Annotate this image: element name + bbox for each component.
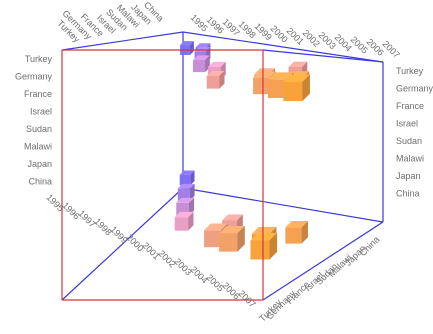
cube-front-face [204, 230, 221, 248]
tick-label-right-country: Japan [396, 171, 421, 181]
cube-side-face [301, 220, 309, 244]
cube-mark [193, 55, 210, 73]
cube-mark [206, 70, 225, 89]
cube-front-face [206, 75, 220, 89]
tick-label-right-country: Germany [396, 84, 433, 94]
cube-front-face [267, 79, 287, 98]
cube-top-face [267, 72, 294, 80]
cube-front-face [177, 188, 190, 201]
tick-label-left-country: Israel [30, 107, 52, 117]
box-edge [182, 31, 384, 63]
tick-label-right-country: Turkey [396, 66, 424, 76]
cube-top-face [176, 197, 195, 203]
cube-side-face [237, 226, 245, 252]
cube-front-face [253, 77, 270, 95]
cube-top-face [204, 223, 228, 231]
cube-mark [180, 41, 194, 55]
cube-side-face [188, 197, 195, 216]
tick-label-bottom-year: 2006 [220, 280, 241, 301]
cube-top-face [207, 61, 226, 68]
tick-label-bottom-year: 2005 [204, 272, 225, 293]
tick-label-bottom-year: 1999 [108, 224, 129, 245]
cube-marks [174, 41, 310, 260]
cube-top-face [219, 226, 245, 234]
tick-label-left-country: France [24, 89, 52, 99]
cube-side-face [302, 74, 310, 102]
cube-top-face [253, 71, 276, 78]
box-edge [262, 221, 384, 301]
cube-front-face [219, 233, 238, 252]
cube-side-face [219, 70, 225, 89]
cube-top-face [193, 55, 210, 61]
tick-label-left-country: Germany [15, 72, 53, 82]
cube-side-face [189, 41, 194, 55]
cube-top-face [222, 214, 243, 221]
cube-top-face [288, 61, 308, 68]
tick-label-right-country: China [396, 189, 420, 199]
cube-mark [285, 220, 309, 244]
tick-label-right-country: Malawi [396, 154, 424, 164]
cube-mark [219, 226, 245, 252]
cube-mark [177, 183, 195, 201]
cube-mark [250, 232, 278, 260]
cube-side-face [269, 232, 278, 260]
cube-top-face [180, 41, 194, 46]
cube-top-face [179, 170, 195, 175]
cube-top-face [250, 232, 278, 241]
cube-mark [283, 74, 310, 102]
cube-side-face [188, 211, 194, 231]
box-edge [61, 187, 184, 301]
box-back-edges [61, 31, 384, 301]
cube-top-face [251, 226, 277, 234]
cube-front-face [179, 174, 191, 186]
cube-front-face [193, 60, 206, 73]
axis-labels: China Japan Malawi Sudan Israel France Germany… [15, 0, 433, 324]
box-edge [61, 31, 184, 51]
cube-front-face [285, 227, 302, 244]
cube-mark [174, 211, 194, 231]
tick-label-left-country: Malawi [24, 142, 52, 152]
cube-top-face [195, 43, 211, 48]
box-edge [182, 187, 384, 223]
tick-label-left-country: China [28, 177, 52, 187]
cube-top-face [206, 70, 225, 76]
cube-front-face [174, 217, 189, 231]
tick-label-bottom-year: 1998 [92, 216, 113, 237]
tick-label-left-country: Sudan [26, 124, 52, 134]
cube-front-face [283, 82, 303, 102]
cube-top-face [174, 211, 194, 218]
box-front-edges [61, 49, 264, 301]
tick-label-right-country: Sudan [396, 136, 422, 146]
tick-label-bottom-year: 1997 [76, 208, 97, 229]
tick-label-right-country: France [396, 101, 424, 111]
tick-label-left-country: Turkey [25, 54, 53, 64]
cube-top-face [285, 220, 309, 228]
tick-label-bottom-year: 2000 [124, 232, 145, 253]
cube-front-face [250, 240, 270, 260]
cube-side-face [190, 170, 195, 186]
tick-label-bottom-year: 2007 [236, 288, 257, 309]
box-edge [262, 49, 384, 63]
tick-label-bottom-year: 2004 [188, 264, 209, 285]
cube-top-face [283, 74, 310, 83]
cube-mark [179, 170, 195, 186]
tick-label-right-country: Israel [396, 119, 418, 129]
tick-label-bottom-year: 2002 [156, 248, 177, 269]
tick-label-bottom-year: 1996 [60, 200, 81, 221]
cube-top-face [177, 183, 195, 189]
tick-label-bottom-year: 2003 [172, 256, 193, 277]
cube-side-face [189, 183, 195, 201]
tick-label-left-country: Japan [27, 159, 52, 169]
tick-label-bottom-year: 2001 [140, 240, 161, 261]
